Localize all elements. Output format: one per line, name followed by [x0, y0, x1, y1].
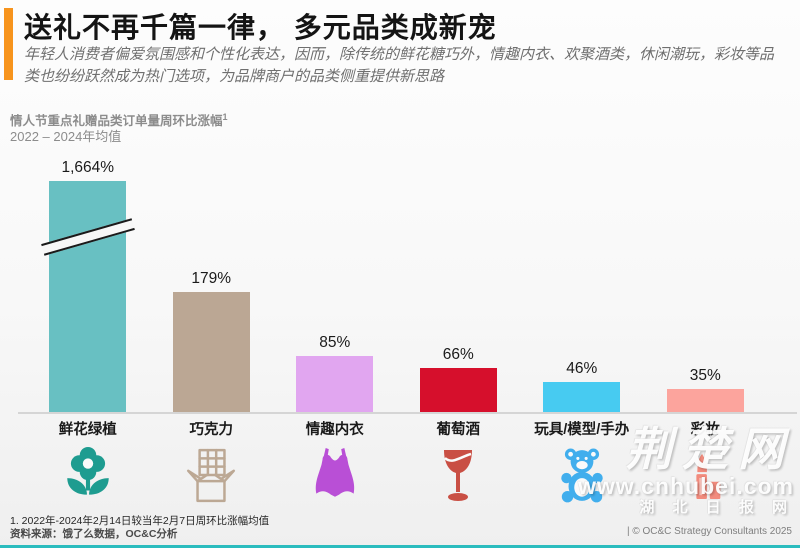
bar-makeup	[666, 389, 744, 413]
bar-lingerie	[296, 356, 374, 413]
category-icons	[26, 440, 767, 512]
bar-chocolate	[172, 292, 250, 413]
category-label-toys: 玩具/模型/手办	[534, 422, 630, 438]
axis-break-mark	[41, 218, 136, 256]
bar-flowers	[41, 181, 136, 413]
category-label-makeup: 彩妆	[690, 422, 720, 438]
category-label-wine: 葡萄酒	[436, 422, 481, 438]
value-label: 66%	[442, 346, 474, 363]
bar-chart: 1,664% 179% 85% 66% 46% 35%	[26, 158, 767, 413]
category-label-flowers: 鲜花绿植	[58, 422, 117, 438]
lipstick-icon	[644, 440, 768, 512]
footnote: 1. 2022年-2024年2月14日较当年2月7日周环比涨幅均值	[10, 515, 270, 527]
category-label-chocolate: 巧克力	[189, 422, 234, 438]
title-accent-bar	[4, 8, 13, 80]
value-label: 85%	[319, 334, 351, 351]
category-label-lingerie: 情趣内衣	[305, 422, 364, 438]
value-label: 1,664%	[61, 159, 115, 176]
source-note: 资料来源：饿了么数据，OC&C分析	[10, 528, 178, 540]
chart-title-text: 情人节重点礼赠品类订单量周环比涨幅	[10, 114, 223, 128]
page-subtitle: 年轻人消费者偏爱氛围感和个性化表达，因而，除传统的鲜花糖巧外，情趣内衣、欢聚酒类…	[24, 46, 775, 85]
bar-column-toys: 46%	[520, 360, 644, 413]
chart-title-footnote-marker: 1	[222, 111, 228, 122]
flower-icon	[26, 440, 150, 512]
chocolate-bar-icon	[150, 440, 274, 512]
value-label: 35%	[689, 367, 721, 384]
bar-column-flowers: 1,664%	[26, 159, 150, 413]
bar-column-wine: 66%	[397, 346, 521, 413]
bar-column-chocolate: 179%	[150, 270, 274, 413]
bar-toys	[543, 382, 621, 413]
lingerie-icon	[273, 440, 397, 512]
value-label: 46%	[566, 360, 598, 377]
bar-column-lingerie: 85%	[273, 334, 397, 413]
wine-glass-icon	[397, 440, 521, 512]
category-labels: 鲜花绿植 巧克力 情趣内衣 葡萄酒 玩具/模型/手办 彩妆	[26, 418, 767, 439]
value-label: 179%	[191, 270, 232, 287]
teddy-bear-icon	[520, 440, 644, 512]
chart-subtitle: 2022 – 2024年均值	[10, 129, 122, 144]
page-title: 送礼不再千篇一律， 多元品类成新宠	[24, 12, 497, 43]
chart-title: 情人节重点礼赠品类订单量周环比涨幅1	[10, 110, 228, 129]
copyright: | © OC&C Strategy Consultants 2025	[626, 526, 792, 537]
bar-column-makeup: 35%	[644, 367, 768, 413]
x-axis-line	[18, 412, 797, 414]
bar-wine	[419, 368, 497, 413]
bottom-rule	[0, 545, 800, 548]
